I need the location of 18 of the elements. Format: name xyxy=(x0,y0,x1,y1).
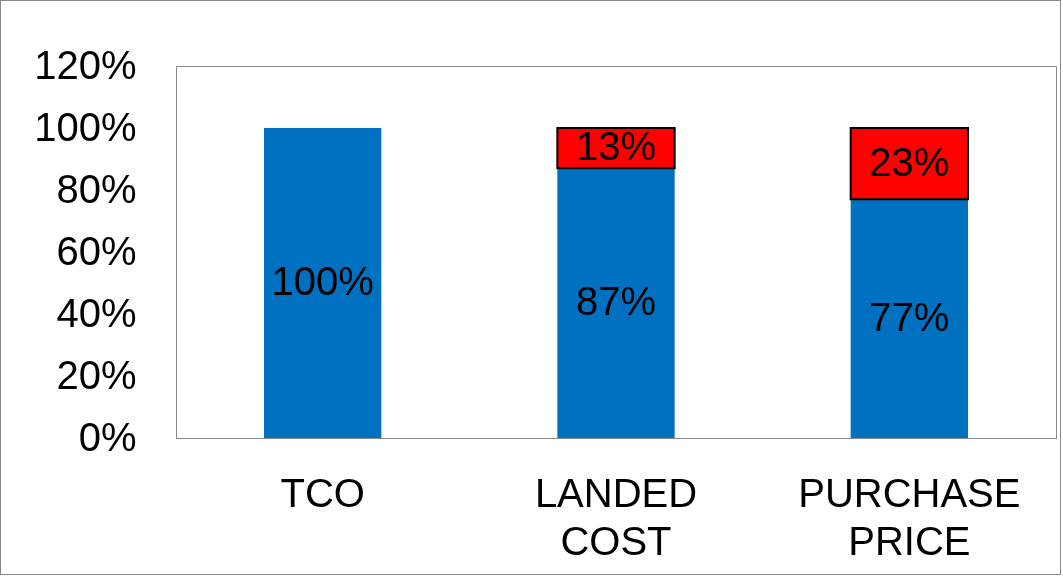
y-tick-label: 60% xyxy=(56,228,137,273)
x-tick-label: PURCHASE PRICE xyxy=(798,470,1021,563)
data-label: 13% xyxy=(575,124,657,169)
y-tick-label: 0% xyxy=(78,414,137,459)
bar xyxy=(557,168,675,438)
y-tick-label: 40% xyxy=(56,290,137,335)
bar xyxy=(850,199,968,438)
y-tick-label: 100% xyxy=(34,104,137,149)
data-label: 77% xyxy=(869,294,950,339)
y-tick-label: 20% xyxy=(56,352,137,397)
bar xyxy=(264,128,382,438)
x-tick-label: LANDED COST xyxy=(534,470,698,563)
data-label: 87% xyxy=(575,279,657,324)
data-label: 100% xyxy=(271,259,374,303)
data-label: 23% xyxy=(869,139,950,184)
x-tick-label: TCO xyxy=(280,470,365,515)
y-tick-label: 80% xyxy=(56,166,137,211)
y-tick-label: 120% xyxy=(34,42,137,87)
